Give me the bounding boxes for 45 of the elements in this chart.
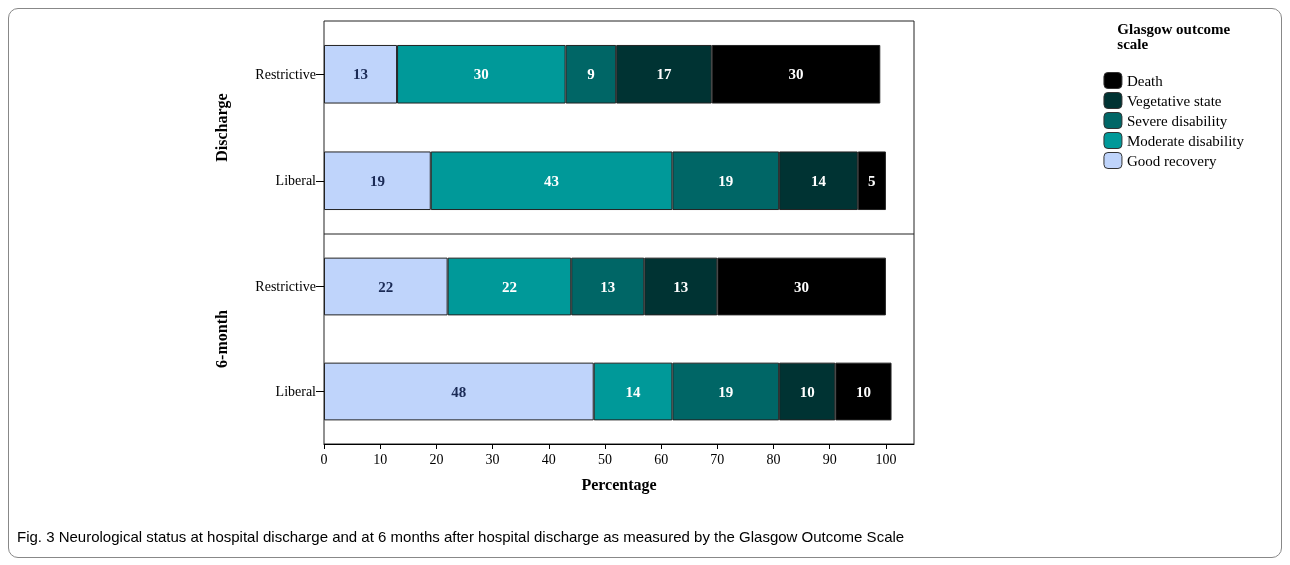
data-label: 19 xyxy=(718,383,734,400)
caption: Fig. 3 Neurological status at hospital discharge and at 6 months after hospital discharge as measured by the Glasgow Outcome Scale xyxy=(17,528,906,545)
legend-label: Vegetative state xyxy=(1126,92,1222,109)
data-label: 9 xyxy=(587,66,595,83)
data-label: 19 xyxy=(718,172,734,189)
data-label: 43 xyxy=(544,172,560,189)
x-tick-label: 50 xyxy=(597,451,612,467)
data-label: 48 xyxy=(451,383,467,400)
data-label: 13 xyxy=(353,66,369,83)
data-label: 30 xyxy=(794,278,810,295)
data-label: 22 xyxy=(501,278,517,295)
data-label: 30 xyxy=(473,66,489,83)
x-tick-label: 60 xyxy=(654,451,669,467)
y-tick-label: Restrictive xyxy=(255,66,316,82)
y-axis-title: Discharge xyxy=(212,93,231,162)
x-axis-title: Percentage xyxy=(581,475,657,494)
legend-title: Glasgow outcome scale xyxy=(1117,20,1234,52)
legend-label: Severe disability xyxy=(1126,112,1228,129)
x-tick-label: 20 xyxy=(429,451,444,467)
data-label: 19 xyxy=(369,172,385,189)
data-label: 17 xyxy=(656,66,672,83)
legend-label: Moderate disability xyxy=(1126,132,1245,149)
x-tick-label: 30 xyxy=(485,451,500,467)
y-axis-title: 6-month xyxy=(212,310,230,368)
y-tick-label: Liberal xyxy=(275,173,317,189)
x-tick-label: 80 xyxy=(766,451,781,467)
data-label: 13 xyxy=(673,278,689,295)
data-label: 22 xyxy=(378,278,394,295)
y-tick-label: Liberal xyxy=(275,384,317,399)
x-tick-label: 40 xyxy=(541,451,556,467)
data-label: 5 xyxy=(868,172,876,189)
y-tick-label: Restrictive xyxy=(255,279,316,294)
x-tick-label: 0 xyxy=(320,451,328,467)
x-tick-label: 10 xyxy=(373,451,388,467)
legend-label: Good recovery xyxy=(1126,152,1217,169)
x-tick-label: 100 xyxy=(875,451,897,467)
data-label: 30 xyxy=(788,66,804,83)
data-label: 14 xyxy=(625,383,642,400)
data-label: 13 xyxy=(600,278,616,295)
legend-label: Death xyxy=(1126,72,1164,89)
data-label: 10 xyxy=(855,383,871,400)
data-label: 10 xyxy=(799,383,815,400)
x-tick-label: 90 xyxy=(822,451,837,467)
data-label: 14 xyxy=(810,172,827,189)
x-tick-label: 70 xyxy=(710,451,725,467)
